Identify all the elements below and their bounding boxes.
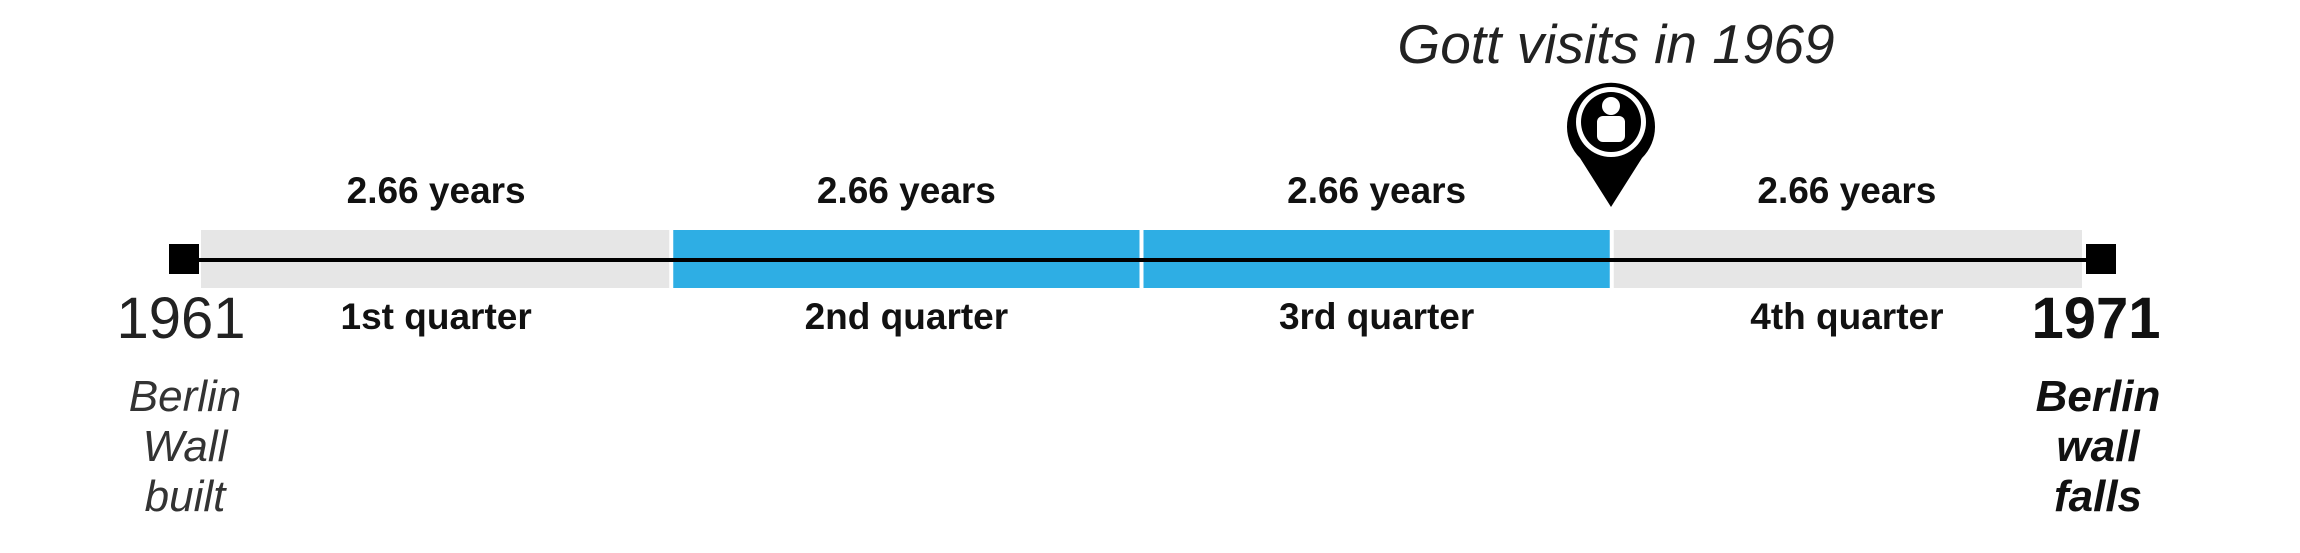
duration-label: 2.66 years [816, 170, 996, 211]
annotation-title: Gott visits in 1969 [1397, 13, 1835, 75]
end-marker [2086, 244, 2116, 274]
duration-label: 2.66 years [1757, 170, 1937, 211]
quarter-label: 3rd quarter [1278, 296, 1475, 337]
start-year: 1961 [116, 286, 246, 351]
start-event-label: Berlin Wall built [128, 372, 242, 521]
end-year: 1971 [2031, 286, 2161, 351]
quarter-label: 1st quarter [340, 296, 532, 337]
person-map-pin-icon [1567, 82, 1656, 207]
duration-label: 2.66 years [1287, 170, 1467, 211]
quarter-label: 4th quarter [1750, 296, 1944, 337]
start-marker [169, 244, 199, 274]
end-event-label: Berlin wall falls [2035, 372, 2161, 521]
quarter-label: 2nd quarter [804, 296, 1009, 337]
duration-label: 2.66 years [346, 170, 526, 211]
